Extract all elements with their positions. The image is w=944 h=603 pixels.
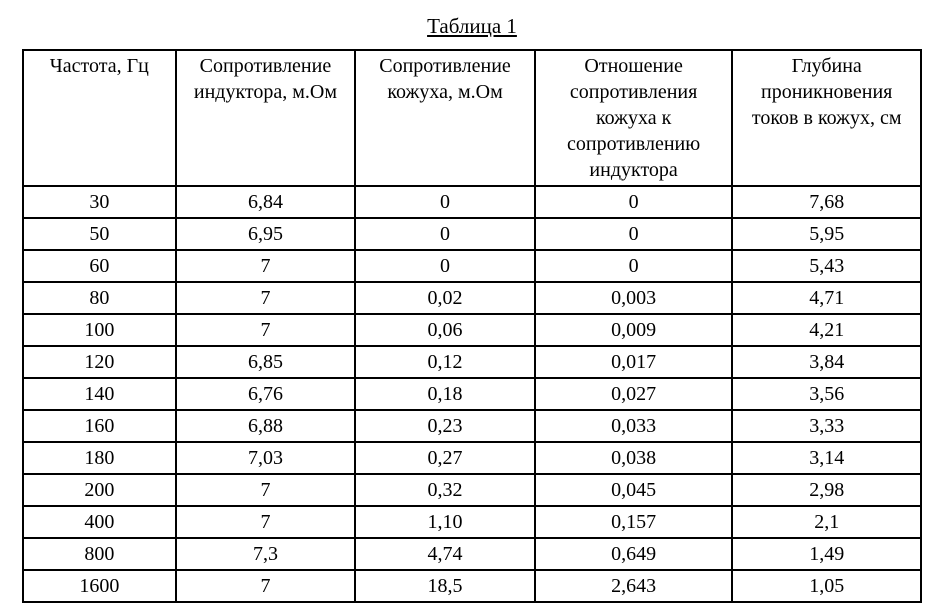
table-row: 50 6,95 0 0 5,95	[23, 218, 921, 250]
cell: 6,76	[176, 378, 356, 410]
cell: 0	[535, 250, 733, 282]
cell: 0,23	[355, 410, 535, 442]
cell: 0,009	[535, 314, 733, 346]
cell: 160	[23, 410, 176, 442]
cell: 0,003	[535, 282, 733, 314]
cell: 7,68	[732, 186, 921, 218]
cell: 6,85	[176, 346, 356, 378]
col-header-inductor-resistance: Сопротивление индуктора, м.Ом	[176, 50, 356, 186]
cell: 2,1	[732, 506, 921, 538]
cell: 3,33	[732, 410, 921, 442]
table-header-row: Частота, Гц Сопротивление индуктора, м.О…	[23, 50, 921, 186]
cell: 0,06	[355, 314, 535, 346]
cell: 400	[23, 506, 176, 538]
cell: 6,84	[176, 186, 356, 218]
cell: 4,21	[732, 314, 921, 346]
cell: 0	[355, 250, 535, 282]
cell: 1600	[23, 570, 176, 602]
table-row: 120 6,85 0,12 0,017 3,84	[23, 346, 921, 378]
table-row: 140 6,76 0,18 0,027 3,56	[23, 378, 921, 410]
cell: 7	[176, 250, 356, 282]
table-row: 30 6,84 0 0 7,68	[23, 186, 921, 218]
cell: 0	[535, 186, 733, 218]
cell: 0	[355, 186, 535, 218]
cell: 0,027	[535, 378, 733, 410]
cell: 0,033	[535, 410, 733, 442]
table-row: 1600 7 18,5 2,643 1,05	[23, 570, 921, 602]
cell: 6,95	[176, 218, 356, 250]
cell: 7	[176, 474, 356, 506]
table-row: 60 7 0 0 5,43	[23, 250, 921, 282]
cell: 800	[23, 538, 176, 570]
cell: 0,045	[535, 474, 733, 506]
table-body: 30 6,84 0 0 7,68 50 6,95 0 0 5,95 60 7 0…	[23, 186, 921, 602]
cell: 3,84	[732, 346, 921, 378]
table-row: 800 7,3 4,74 0,649 1,49	[23, 538, 921, 570]
cell: 7	[176, 282, 356, 314]
data-table: Частота, Гц Сопротивление индуктора, м.О…	[22, 49, 922, 603]
cell: 7	[176, 506, 356, 538]
cell: 1,05	[732, 570, 921, 602]
cell: 0,18	[355, 378, 535, 410]
cell: 80	[23, 282, 176, 314]
cell: 100	[23, 314, 176, 346]
cell: 30	[23, 186, 176, 218]
cell: 5,43	[732, 250, 921, 282]
cell: 0	[355, 218, 535, 250]
table-row: 80 7 0,02 0,003 4,71	[23, 282, 921, 314]
cell: 0,02	[355, 282, 535, 314]
cell: 0,27	[355, 442, 535, 474]
cell: 7,03	[176, 442, 356, 474]
cell: 0	[535, 218, 733, 250]
col-header-frequency: Частота, Гц	[23, 50, 176, 186]
col-header-penetration-depth: Глубина проникновения токов в кожух, см	[732, 50, 921, 186]
col-header-casing-resistance: Сопротивление кожуха, м.Ом	[355, 50, 535, 186]
cell: 5,95	[732, 218, 921, 250]
col-header-resistance-ratio: Отношение сопротивления кожуха к сопроти…	[535, 50, 733, 186]
cell: 0,32	[355, 474, 535, 506]
cell: 140	[23, 378, 176, 410]
cell: 0,157	[535, 506, 733, 538]
table-row: 100 7 0,06 0,009 4,21	[23, 314, 921, 346]
cell: 50	[23, 218, 176, 250]
cell: 6,88	[176, 410, 356, 442]
cell: 1,49	[732, 538, 921, 570]
cell: 180	[23, 442, 176, 474]
table-caption: Таблица 1	[22, 14, 922, 39]
cell: 1,10	[355, 506, 535, 538]
table-row: 400 7 1,10 0,157 2,1	[23, 506, 921, 538]
cell: 3,56	[732, 378, 921, 410]
cell: 2,643	[535, 570, 733, 602]
cell: 200	[23, 474, 176, 506]
cell: 60	[23, 250, 176, 282]
cell: 0,017	[535, 346, 733, 378]
cell: 7,3	[176, 538, 356, 570]
cell: 3,14	[732, 442, 921, 474]
cell: 0,649	[535, 538, 733, 570]
cell: 120	[23, 346, 176, 378]
table-row: 180 7,03 0,27 0,038 3,14	[23, 442, 921, 474]
cell: 4,74	[355, 538, 535, 570]
cell: 0,038	[535, 442, 733, 474]
table-row: 160 6,88 0,23 0,033 3,33	[23, 410, 921, 442]
cell: 7	[176, 570, 356, 602]
cell: 2,98	[732, 474, 921, 506]
cell: 4,71	[732, 282, 921, 314]
cell: 0,12	[355, 346, 535, 378]
cell: 7	[176, 314, 356, 346]
table-row: 200 7 0,32 0,045 2,98	[23, 474, 921, 506]
cell: 18,5	[355, 570, 535, 602]
